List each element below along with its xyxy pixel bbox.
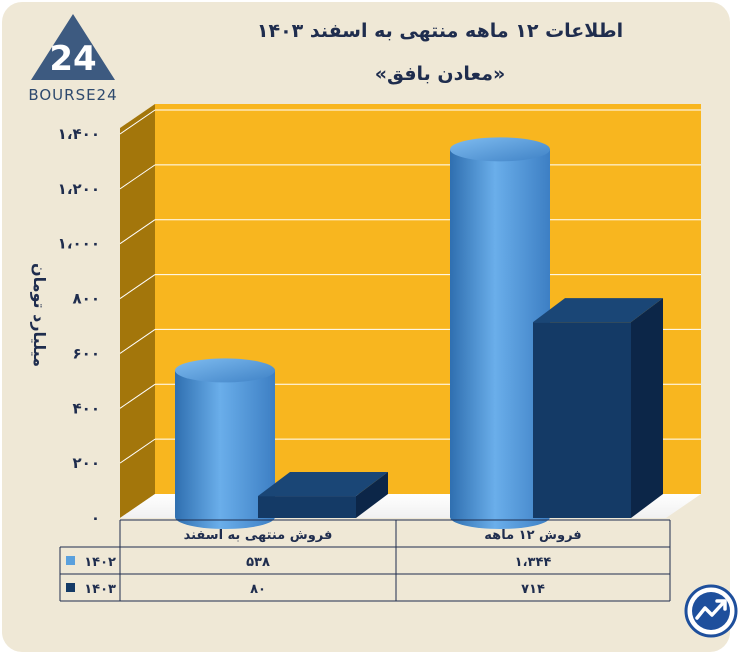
y-tick-label: ۴۰۰	[73, 399, 100, 417]
y-tick-label: ۰	[91, 509, 100, 527]
gridline-side	[119, 329, 156, 354]
bar-cylinder-top	[175, 358, 275, 383]
data-label: ۸۰	[250, 582, 266, 597]
legend-label: ۱۴۰۳	[84, 582, 116, 597]
gridline-side	[119, 109, 156, 135]
y-tick-label: ۶۰۰	[73, 344, 100, 362]
gridline-side	[119, 274, 156, 299]
chart-subtitle: «معادن بافق»	[375, 63, 506, 85]
plot-side-wall	[120, 104, 155, 518]
bar-box-front	[258, 496, 356, 518]
bar-box-top	[533, 298, 663, 323]
trend-arrow-icon	[695, 600, 726, 620]
gridline-side	[119, 164, 156, 190]
legend-swatch	[66, 556, 75, 565]
bar-cylinder	[175, 358, 275, 529]
gridline-side	[119, 438, 156, 464]
data-label: ۵۳۸	[246, 555, 270, 570]
trend-badge	[684, 584, 738, 638]
bar-cylinder-top	[450, 137, 550, 162]
y-tick-label: ۱،۴۰۰	[58, 125, 100, 143]
bourse24-logo: 24 BOURSE24	[28, 14, 117, 104]
y-tick-label: ۲۰۰	[73, 454, 100, 472]
bars	[175, 137, 663, 530]
bar-cylinder-body	[450, 149, 550, 530]
y-tick-label: ۸۰۰	[73, 290, 100, 308]
category-label: فروش منتهی به اسفند	[184, 528, 333, 543]
logo-triangle-icon	[31, 14, 115, 80]
legend-swatch	[66, 583, 75, 592]
bar-cylinder-body	[175, 370, 275, 529]
arrow-head-icon	[715, 599, 727, 611]
bar-box	[258, 472, 388, 518]
y-axis: ۰ ۲۰۰ ۴۰۰ ۶۰۰ ۸۰۰ ۱،۰۰۰ ۱،۲۰۰ ۱،۴۰۰	[58, 125, 100, 527]
bar-box-top	[258, 472, 388, 497]
bar-box-side	[631, 298, 663, 518]
logo-mark: 24	[49, 39, 96, 79]
data-table: فروش منتهی به اسفند فروش ۱۲ ماهه ۱۴۰۲ ۵۳۸ ۱،…	[59, 519, 671, 602]
y-tick-label: ۱،۰۰۰	[58, 235, 100, 253]
bar-box	[533, 298, 663, 518]
logo-wordmark: BOURSE24	[28, 86, 117, 104]
y-axis-label: میلیارد تومان	[30, 263, 49, 367]
chart-title: اطلاعات ۱۲ ماهه منتهی به اسفند ۱۴۰۳	[257, 20, 623, 42]
data-label: ۷۱۴	[521, 582, 545, 597]
gridline-side	[119, 219, 156, 245]
bar-box-side	[356, 472, 388, 518]
legend-label: ۱۴۰۲	[84, 555, 116, 570]
bar-cylinder	[450, 137, 550, 530]
gridline-side	[119, 383, 156, 409]
category-label: فروش ۱۲ ماهه	[484, 528, 581, 543]
badge-inner	[692, 592, 730, 630]
y-tick-label: ۱،۲۰۰	[58, 180, 100, 198]
bar-box-front	[533, 322, 631, 518]
data-label: ۱،۳۴۴	[515, 555, 552, 570]
